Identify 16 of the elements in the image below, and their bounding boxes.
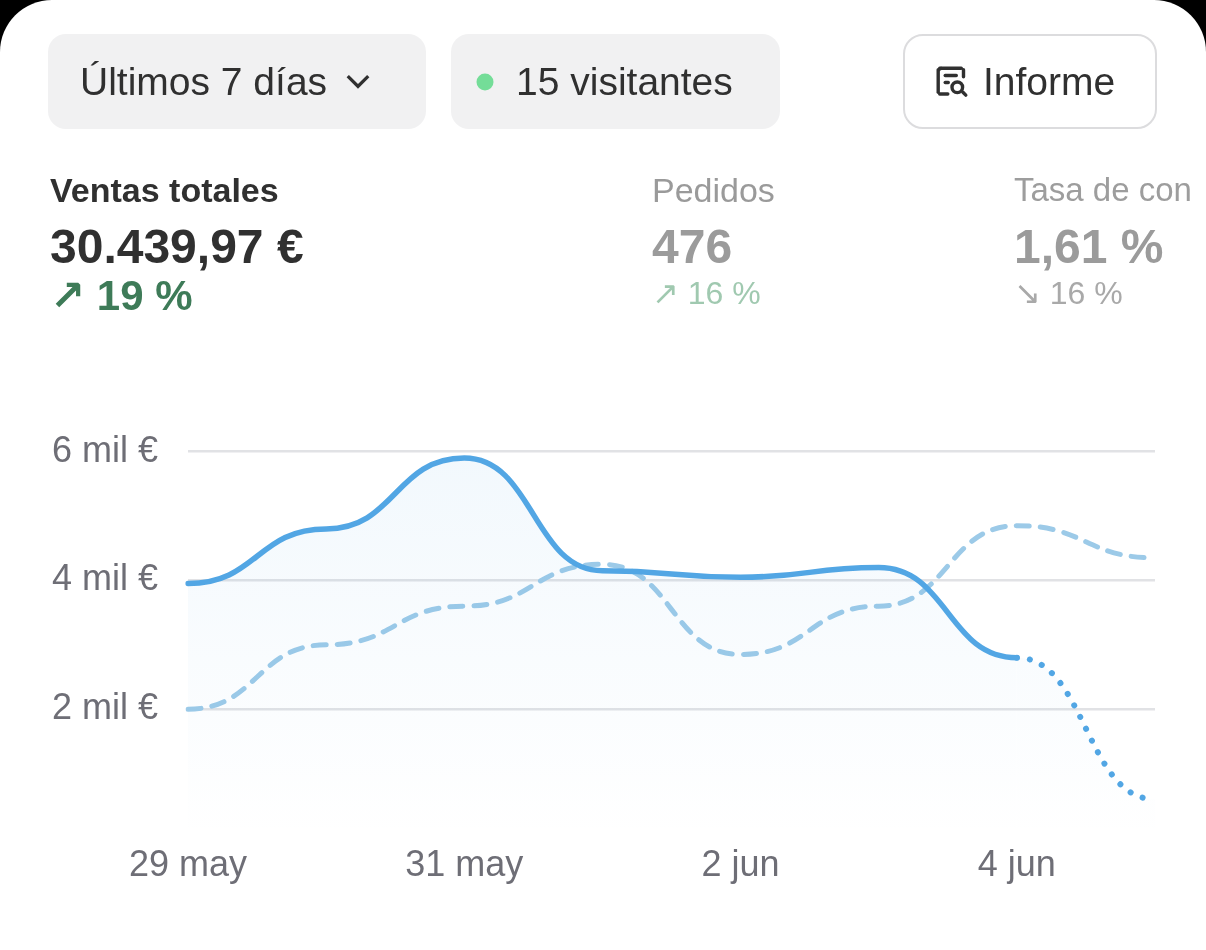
text: ↘ 16 % (1014, 275, 1123, 312)
text: Pedidos (652, 171, 775, 211)
text: Tasa de con (1014, 171, 1192, 209)
text: 1,61 % (1014, 219, 1164, 275)
text: ↗ 16 % (652, 275, 761, 312)
text: ↗ 19 % (50, 272, 193, 321)
x-tick-label: 4 jun (977, 842, 1056, 884)
x-tick-label: 2 jun (701, 842, 780, 884)
x-tick-label: 29 may (128, 842, 248, 884)
y-tick-label: 4 mil € (51, 557, 158, 599)
y-tick-label: 2 mil € (51, 686, 158, 728)
chart-subtitle: 30.439,97 € (50, 219, 304, 275)
x-tick-label: 31 may (405, 842, 524, 884)
text: 476 (652, 219, 733, 275)
y-tick-label: 6 mil € (51, 428, 158, 470)
chart-title: Ventas totales (50, 171, 279, 211)
